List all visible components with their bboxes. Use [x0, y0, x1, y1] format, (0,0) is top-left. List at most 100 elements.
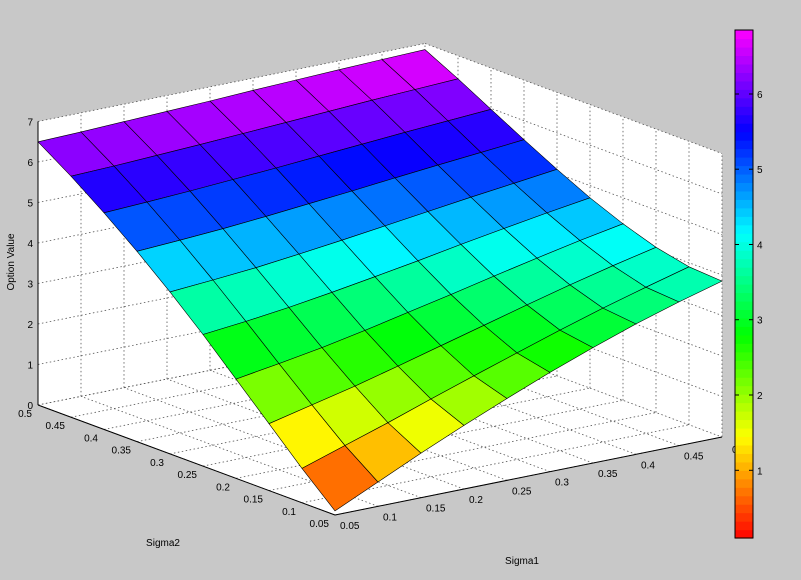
z-tick-label: 1	[27, 361, 33, 372]
z-tick-label: 6	[27, 158, 33, 169]
colorbar-segment	[735, 461, 753, 471]
colorbar-segment	[735, 89, 753, 99]
colorbar-segment	[735, 326, 753, 336]
colorbar-segment	[735, 241, 753, 251]
colorbar-segment	[735, 173, 753, 183]
colorbar-segment	[735, 233, 753, 243]
colorbar-segment	[735, 343, 753, 353]
x-tick-label: 0.1	[383, 512, 397, 523]
y-axis-label: Sigma2	[146, 538, 180, 549]
colorbar-segment	[735, 97, 753, 107]
axis-labels: Option Value Sigma1 Sigma2	[6, 233, 539, 567]
colorbar-segment	[735, 216, 753, 226]
y-tick-label: 0.1	[282, 507, 296, 518]
grid-line	[209, 369, 508, 481]
y-tick-label: 0.05	[310, 519, 330, 530]
y-tick-label: 0.3	[150, 458, 164, 469]
z-tick-label: 3	[27, 280, 33, 291]
colorbar-segment	[735, 157, 753, 167]
colorbar-segment	[735, 275, 753, 285]
colorbar-segment	[735, 444, 753, 454]
colorbar-segment	[735, 131, 753, 141]
colorbar-frame	[734, 29, 754, 539]
colorbar-tick-label: 5	[757, 165, 763, 176]
y-tick-label: 0.5	[18, 409, 32, 420]
colorbar-segment	[735, 402, 753, 412]
colorbar-segment	[735, 63, 753, 73]
colorbar-segment	[735, 411, 753, 421]
colorbar-segment	[735, 199, 753, 209]
grid-line	[381, 335, 680, 447]
grid-line	[252, 361, 551, 473]
y-axis-line	[37, 404, 336, 516]
colorbar-tick-label: 1	[757, 466, 763, 477]
colorbar-segment	[735, 182, 753, 192]
colorbar-segment	[735, 30, 753, 40]
x-tick-label: 0.4	[641, 460, 655, 471]
x-axis-line	[334, 436, 723, 516]
colorbar-tick-label: 6	[757, 90, 763, 101]
colorbar-segment	[735, 258, 753, 268]
colorbar-segment	[735, 385, 753, 395]
grid-line	[37, 43, 426, 122]
colorbar-tick-label: 4	[757, 241, 763, 252]
z-tick-label: 5	[27, 199, 33, 210]
x-tick-label: 0.25	[512, 486, 532, 497]
surface	[37, 49, 723, 512]
tick-labels: 0 1 2 3 4 5 6 7 0.05 0.1 0.15 0.2 0.25 0.3 0.35 0.4 0.45…	[18, 118, 738, 533]
colorbar-segment	[735, 106, 753, 116]
colorbar-segment	[735, 427, 753, 437]
colorbar-segment	[735, 377, 753, 387]
colorbar-segment	[735, 207, 753, 217]
x-tick-label: 0.15	[426, 504, 446, 515]
colorbar-segment	[735, 521, 753, 531]
colorbar-segment	[735, 360, 753, 370]
colorbar-segment	[735, 368, 753, 378]
colorbar-segment	[735, 529, 753, 539]
z-tick-label: 7	[27, 118, 33, 129]
y-tick-label: 0.4	[84, 433, 98, 444]
colorbar-tick-label: 3	[757, 316, 763, 327]
grid-line	[295, 352, 594, 464]
z-axis-label: Option Value	[6, 233, 17, 291]
x-tick-label: 0.3	[555, 478, 569, 489]
colorbar-segment	[735, 419, 753, 429]
colorbar-segment	[735, 309, 753, 319]
colorbar-segment	[735, 478, 753, 488]
colorbar-segment	[735, 284, 753, 294]
colorbar-tick-label: 2	[757, 391, 763, 402]
colorbar-segment	[735, 148, 753, 158]
colorbar-segment	[735, 190, 753, 200]
colorbar-segment	[735, 123, 753, 133]
x-tick-label: 0.35	[598, 469, 618, 480]
z-tick-label: 0	[27, 401, 33, 412]
colorbar-segment	[735, 140, 753, 150]
colorbar-segment	[735, 453, 753, 463]
x-axis-label: Sigma1	[505, 556, 539, 567]
surface-patch	[645, 266, 723, 303]
colorbar-segment	[735, 165, 753, 175]
grid-line	[166, 378, 465, 490]
x-tick-label: 0.45	[684, 452, 704, 463]
colorbar-segment	[735, 72, 753, 82]
y-tick-label: 0.35	[112, 446, 132, 457]
y-tick-label: 0.25	[178, 470, 198, 481]
colorbar-segment	[735, 224, 753, 234]
colorbar-segment	[735, 292, 753, 302]
colorbar: 1 2 3 4 5 6	[734, 29, 763, 539]
colorbar-segment	[735, 114, 753, 124]
colorbar-segment	[735, 504, 753, 514]
colorbar-segment	[735, 394, 753, 404]
y-tick-label: 0.2	[216, 482, 230, 493]
grid-line	[268, 412, 657, 491]
y-tick-label: 0.15	[244, 495, 264, 506]
colorbar-segment	[735, 317, 753, 327]
x-tick-label: 0.2	[469, 495, 483, 506]
colorbar-segment	[735, 495, 753, 505]
colorbar-segment	[735, 250, 753, 260]
grid-line	[301, 424, 690, 504]
colorbar-segment	[735, 487, 753, 497]
colorbar-segment	[735, 55, 753, 65]
